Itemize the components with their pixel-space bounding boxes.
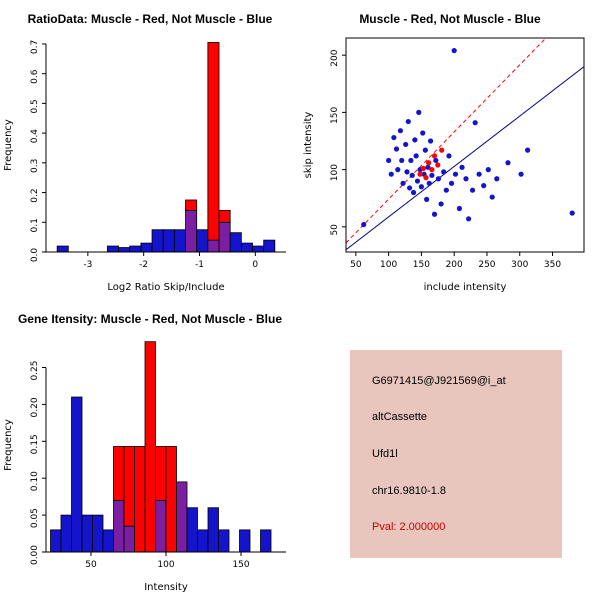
svg-text:50: 50 — [330, 224, 340, 236]
panel-ratio-histogram: RatioData: Muscle - Red, Not Muscle - Bl… — [0, 0, 300, 300]
svg-text:0.0: 0.0 — [30, 248, 40, 263]
svg-text:-2: -2 — [139, 260, 148, 270]
svg-text:-1: -1 — [195, 260, 204, 270]
svg-text:300: 300 — [511, 260, 528, 270]
svg-text:0.5: 0.5 — [30, 99, 40, 113]
svg-text:50: 50 — [350, 260, 362, 270]
y-axis-label: Frequency — [3, 119, 14, 171]
svg-text:0.00: 0.00 — [30, 545, 40, 565]
svg-text:0.15: 0.15 — [30, 434, 40, 454]
svg-text:50: 50 — [85, 560, 97, 570]
svg-text:100: 100 — [330, 164, 340, 181]
gene-info-box: G6971415@J921569@i_at altCassette Ufd1l … — [350, 350, 562, 558]
svg-text:0.7: 0.7 — [30, 40, 40, 54]
x-axis-label: Log2 Ratio Skip/Include — [107, 282, 224, 293]
svg-text:0: 0 — [252, 260, 258, 270]
histogram-gene_hist: 50 100 150 0.00 0.05 0.10 0.15 0.20 0.25 Intensit… — [3, 341, 286, 593]
bars-group — [56, 42, 276, 253]
bars-group — [50, 341, 272, 553]
regression-line-darkblue — [346, 66, 584, 251]
svg-text:150: 150 — [330, 107, 340, 124]
svg-text:0.2: 0.2 — [30, 188, 40, 202]
y-axis-label: Frequency — [3, 419, 14, 471]
svg-text:0.1: 0.1 — [30, 218, 40, 232]
svg-text:0.6: 0.6 — [30, 69, 40, 84]
svg-text:200: 200 — [446, 260, 463, 270]
gene-histogram-title: Gene Itensity: Muscle - Red, Not Muscle … — [17, 312, 283, 326]
svg-text:0.05: 0.05 — [30, 508, 40, 528]
scatter-title: Muscle - Red, Not Muscle - Blue — [359, 12, 541, 26]
panel-gene-intensity-histogram: Gene Itensity: Muscle - Red, Not Muscle … — [0, 300, 300, 600]
splice-type-text: altCassette — [372, 411, 428, 424]
svg-text:150: 150 — [413, 260, 430, 270]
regression-line-red — [346, 38, 547, 244]
svg-text:100: 100 — [380, 260, 397, 270]
ratio-histogram-chart: -3 -2 -1 0 0.0 0.1 0.2 0.3 0.4 0.5 0.6 0.7 Log2 Rati… — [3, 40, 286, 293]
histogram-ratio_hist: -3 -2 -1 0 0.0 0.1 0.2 0.3 0.4 0.5 0.6 0.7 Log2 Rati… — [3, 40, 286, 293]
svg-text:0.4: 0.4 — [30, 129, 40, 144]
svg-text:0.25: 0.25 — [30, 360, 40, 380]
svg-text:100: 100 — [157, 560, 174, 570]
gene-intensity-histogram-chart: 50 100 150 0.00 0.05 0.10 0.15 0.20 0.25 Intensit… — [3, 341, 286, 593]
svg-text:-3: -3 — [83, 260, 92, 270]
svg-text:200: 200 — [330, 49, 340, 66]
x-axis-label: Intensity — [144, 582, 188, 593]
probe-id-text: G6971415@J921569@i_at — [372, 374, 506, 387]
svg-text:0.10: 0.10 — [30, 471, 40, 491]
svg-text:0.20: 0.20 — [30, 397, 40, 417]
ratio-histogram-title: RatioData: Muscle - Red, Not Muscle - Bl… — [27, 12, 273, 26]
svg-text:150: 150 — [232, 560, 249, 570]
y-axis-label: skip intensity — [303, 112, 314, 179]
plot-box — [345, 37, 585, 253]
panel-intensity-scatter: Muscle - Red, Not Muscle - Blue 50 100 150… — [300, 0, 600, 300]
chromosome-location-text: chr16.9810-1.8 — [372, 484, 446, 497]
plot-content — [346, 38, 584, 251]
panel-gene-info: G6971415@J921569@i_at altCassette Ufd1l … — [300, 300, 600, 600]
svg-text:0.3: 0.3 — [30, 159, 40, 173]
intensity-scatter-chart: 50 100 150 200 250 300 350 50 100 150 200 include i… — [303, 37, 585, 293]
x-axis-label: include intensity — [424, 282, 507, 293]
svg-text:350: 350 — [544, 260, 561, 270]
svg-text:250: 250 — [478, 260, 495, 270]
scatter-scatter: 50 100 150 200 250 300 350 50 100 150 200 include i… — [303, 37, 585, 293]
gene-name-text: Ufd1l — [372, 447, 398, 460]
pval-text: Pval: 2.000000 — [372, 521, 446, 534]
